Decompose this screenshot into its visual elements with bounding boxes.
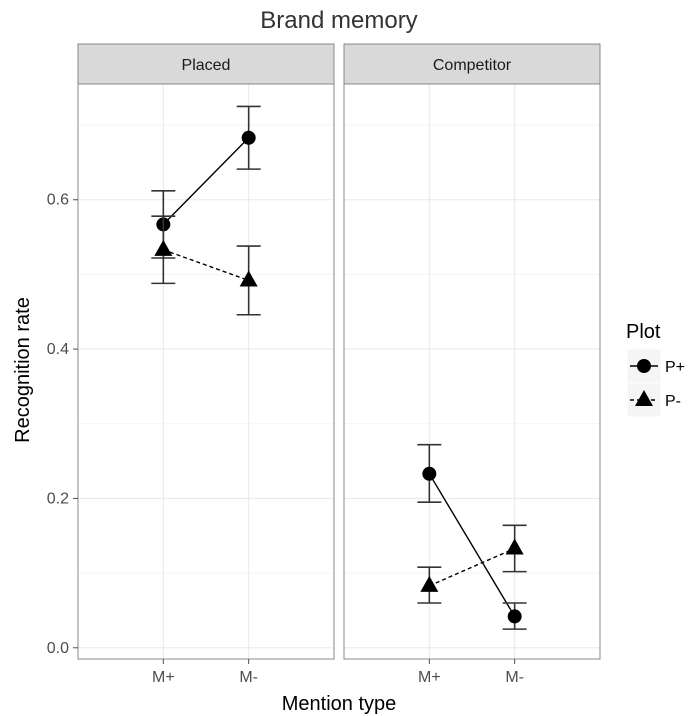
x-tick-label: M- [505, 669, 524, 686]
series-line [428, 473, 516, 617]
y-axis-title: Recognition rate [12, 297, 34, 443]
y-tick-label: 0.4 [47, 341, 69, 358]
legend-label: P- [665, 393, 681, 410]
strip-placed [77, 43, 335, 85]
data-point-circle [241, 130, 256, 145]
y-tick-label: 0.0 [47, 640, 69, 657]
series-line [163, 249, 249, 282]
panel-background [344, 84, 600, 659]
x-tick-label: M+ [152, 669, 175, 686]
data-point-triangle [239, 270, 258, 287]
y-tick-label: 0.6 [47, 192, 69, 209]
series-pminus [417, 524, 527, 604]
panel-placed: Placed [77, 43, 335, 660]
legend-label: P+ [665, 359, 685, 376]
strip-label: Competitor [433, 57, 512, 74]
panel-background [78, 84, 334, 659]
series-line [162, 137, 250, 225]
data-point-circle [507, 609, 522, 624]
legend-item: P- [626, 382, 681, 418]
x-tick-label: M- [239, 669, 258, 686]
series-line [429, 547, 515, 587]
legend-key-triangle [635, 390, 653, 406]
series-pminus [151, 215, 261, 316]
legend-item: P+ [626, 348, 685, 384]
data-point-triangle [505, 538, 524, 555]
strip-competitor [343, 43, 601, 85]
legend-key-circle [637, 359, 651, 373]
x-axis: M+ M- M+ M- [152, 659, 524, 686]
y-tick-label: 0.2 [47, 490, 69, 507]
legend-items: P+ P- [626, 348, 685, 418]
data-point-circle [422, 466, 437, 481]
y-axis: 0.0 0.2 0.4 0.6 [47, 192, 78, 657]
legend-title: Plot [626, 321, 661, 343]
chart-title: Brand memory [260, 7, 417, 34]
series-pplus [417, 443, 527, 630]
legend: Plot P+ P- [626, 321, 685, 418]
x-axis-title: Mention type [282, 693, 397, 715]
panel-border [77, 83, 335, 660]
panel-border [343, 83, 601, 660]
data-point-triangle [154, 239, 173, 256]
x-tick-label: M+ [418, 669, 441, 686]
data-point-triangle [420, 575, 439, 592]
panels: Placed Competitor [77, 43, 601, 660]
panel-competitor: Competitor [343, 43, 601, 660]
strip-label: Placed [182, 57, 231, 74]
